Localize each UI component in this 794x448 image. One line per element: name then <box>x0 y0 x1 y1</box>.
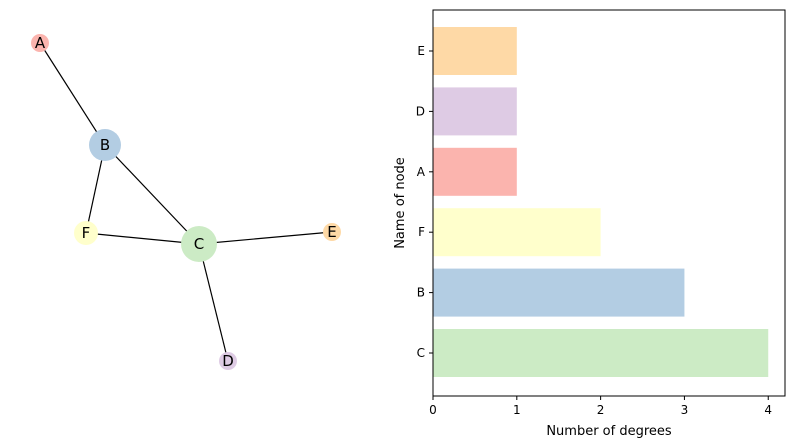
node-label-E: E <box>327 223 336 241</box>
node-A: A <box>31 34 49 52</box>
node-label-C: C <box>194 235 204 253</box>
x-tick-label-3: 3 <box>681 403 689 417</box>
edge-B-C <box>104 144 200 245</box>
y-tick-label-D: D <box>416 104 425 118</box>
node-circle-C <box>181 226 217 262</box>
node-label-D: D <box>222 352 234 370</box>
node-circle-B <box>89 129 121 161</box>
edge-A-B <box>39 42 106 146</box>
node-D: D <box>219 352 237 370</box>
x-axis-ticks: 0 1 2 3 4 <box>429 396 772 417</box>
node-circle-E <box>323 223 341 241</box>
y-tick-label-A: A <box>417 165 426 179</box>
node-F: F <box>74 221 98 245</box>
node-circle-A <box>31 34 49 52</box>
x-axis-label: Number of degrees <box>546 424 672 439</box>
x-tick-label-0: 0 <box>429 403 437 417</box>
bars <box>433 27 769 377</box>
edge-F-C <box>85 232 200 245</box>
edge-C-D <box>198 243 229 362</box>
bar-A <box>433 147 517 196</box>
node-B: B <box>89 129 121 161</box>
y-axis-ticks: C B F A D E <box>416 44 433 360</box>
y-tick-label-C: C <box>417 346 425 360</box>
node-C: C <box>181 226 217 262</box>
y-tick-label-E: E <box>417 44 425 58</box>
node-label-B: B <box>100 136 110 154</box>
node-circle-D <box>219 352 237 370</box>
plot-frame <box>432 9 786 397</box>
y-tick-label-B: B <box>417 286 425 300</box>
x-tick-label-1: 1 <box>513 403 521 417</box>
y-tick-label-F: F <box>418 225 425 239</box>
bar-C <box>433 329 769 377</box>
node-label-A: A <box>35 34 46 52</box>
bar-F <box>433 208 601 257</box>
edge-C-E <box>198 231 333 245</box>
node-circle-F <box>74 221 98 245</box>
bar-E <box>433 27 517 75</box>
x-tick-label-4: 4 <box>764 403 772 417</box>
bar-D <box>433 87 517 136</box>
bar-B <box>433 268 685 317</box>
y-axis-label: Name of node <box>393 157 408 249</box>
graph-nodes: A B C D E F <box>31 34 341 370</box>
node-E: E <box>323 223 341 241</box>
node-label-F: F <box>82 224 91 242</box>
x-tick-label-2: 2 <box>597 403 605 417</box>
